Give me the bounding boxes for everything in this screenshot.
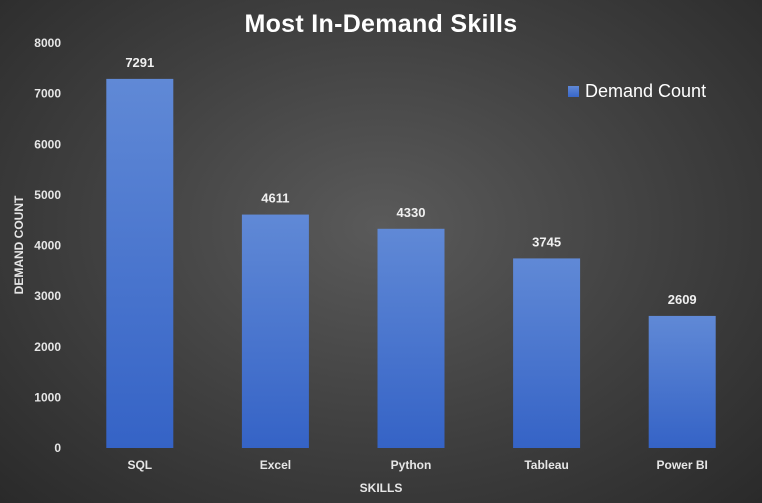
bar-tableau [513, 258, 581, 448]
y-axis-ticks: 0 1000 2000 3000 4000 5000 6000 7000 8000 [34, 36, 61, 455]
legend-label: Demand Count [585, 81, 707, 101]
data-label: 2609 [668, 292, 697, 307]
data-label: 4611 [261, 191, 289, 206]
bar-python [377, 228, 445, 448]
data-label: 4330 [397, 205, 426, 220]
x-axis-label: SKILLS [359, 481, 403, 495]
legend: Demand Count [568, 81, 706, 102]
legend-swatch [568, 86, 579, 97]
x-tick-label: Power BI [657, 458, 708, 472]
x-axis-ticks: SQL Excel Python Tableau Power BI [127, 458, 707, 472]
y-tick-label: 4000 [34, 239, 61, 253]
y-tick-label: 2000 [34, 340, 61, 354]
y-tick-label: 7000 [34, 87, 61, 101]
y-tick-label: 6000 [34, 137, 61, 151]
bars [106, 78, 716, 448]
data-label: 7291 [125, 55, 154, 70]
x-tick-label: Python [391, 458, 432, 472]
data-label: 3745 [532, 234, 561, 249]
x-tick-label: SQL [127, 458, 152, 472]
bar-excel [241, 214, 309, 448]
x-tick-label: Excel [260, 458, 291, 472]
y-tick-label: 5000 [34, 188, 61, 202]
chart-title: Most In-Demand Skills [244, 10, 518, 38]
y-tick-label: 3000 [34, 289, 61, 303]
y-tick-label: 0 [54, 441, 61, 455]
data-labels: 7291 4611 4330 3745 2609 [125, 55, 696, 307]
bar-power-bi [648, 315, 716, 448]
bar-sql [106, 78, 174, 448]
x-tick-label: Tableau [524, 458, 568, 472]
y-tick-label: 8000 [34, 36, 61, 50]
y-tick-label: 1000 [34, 390, 61, 404]
